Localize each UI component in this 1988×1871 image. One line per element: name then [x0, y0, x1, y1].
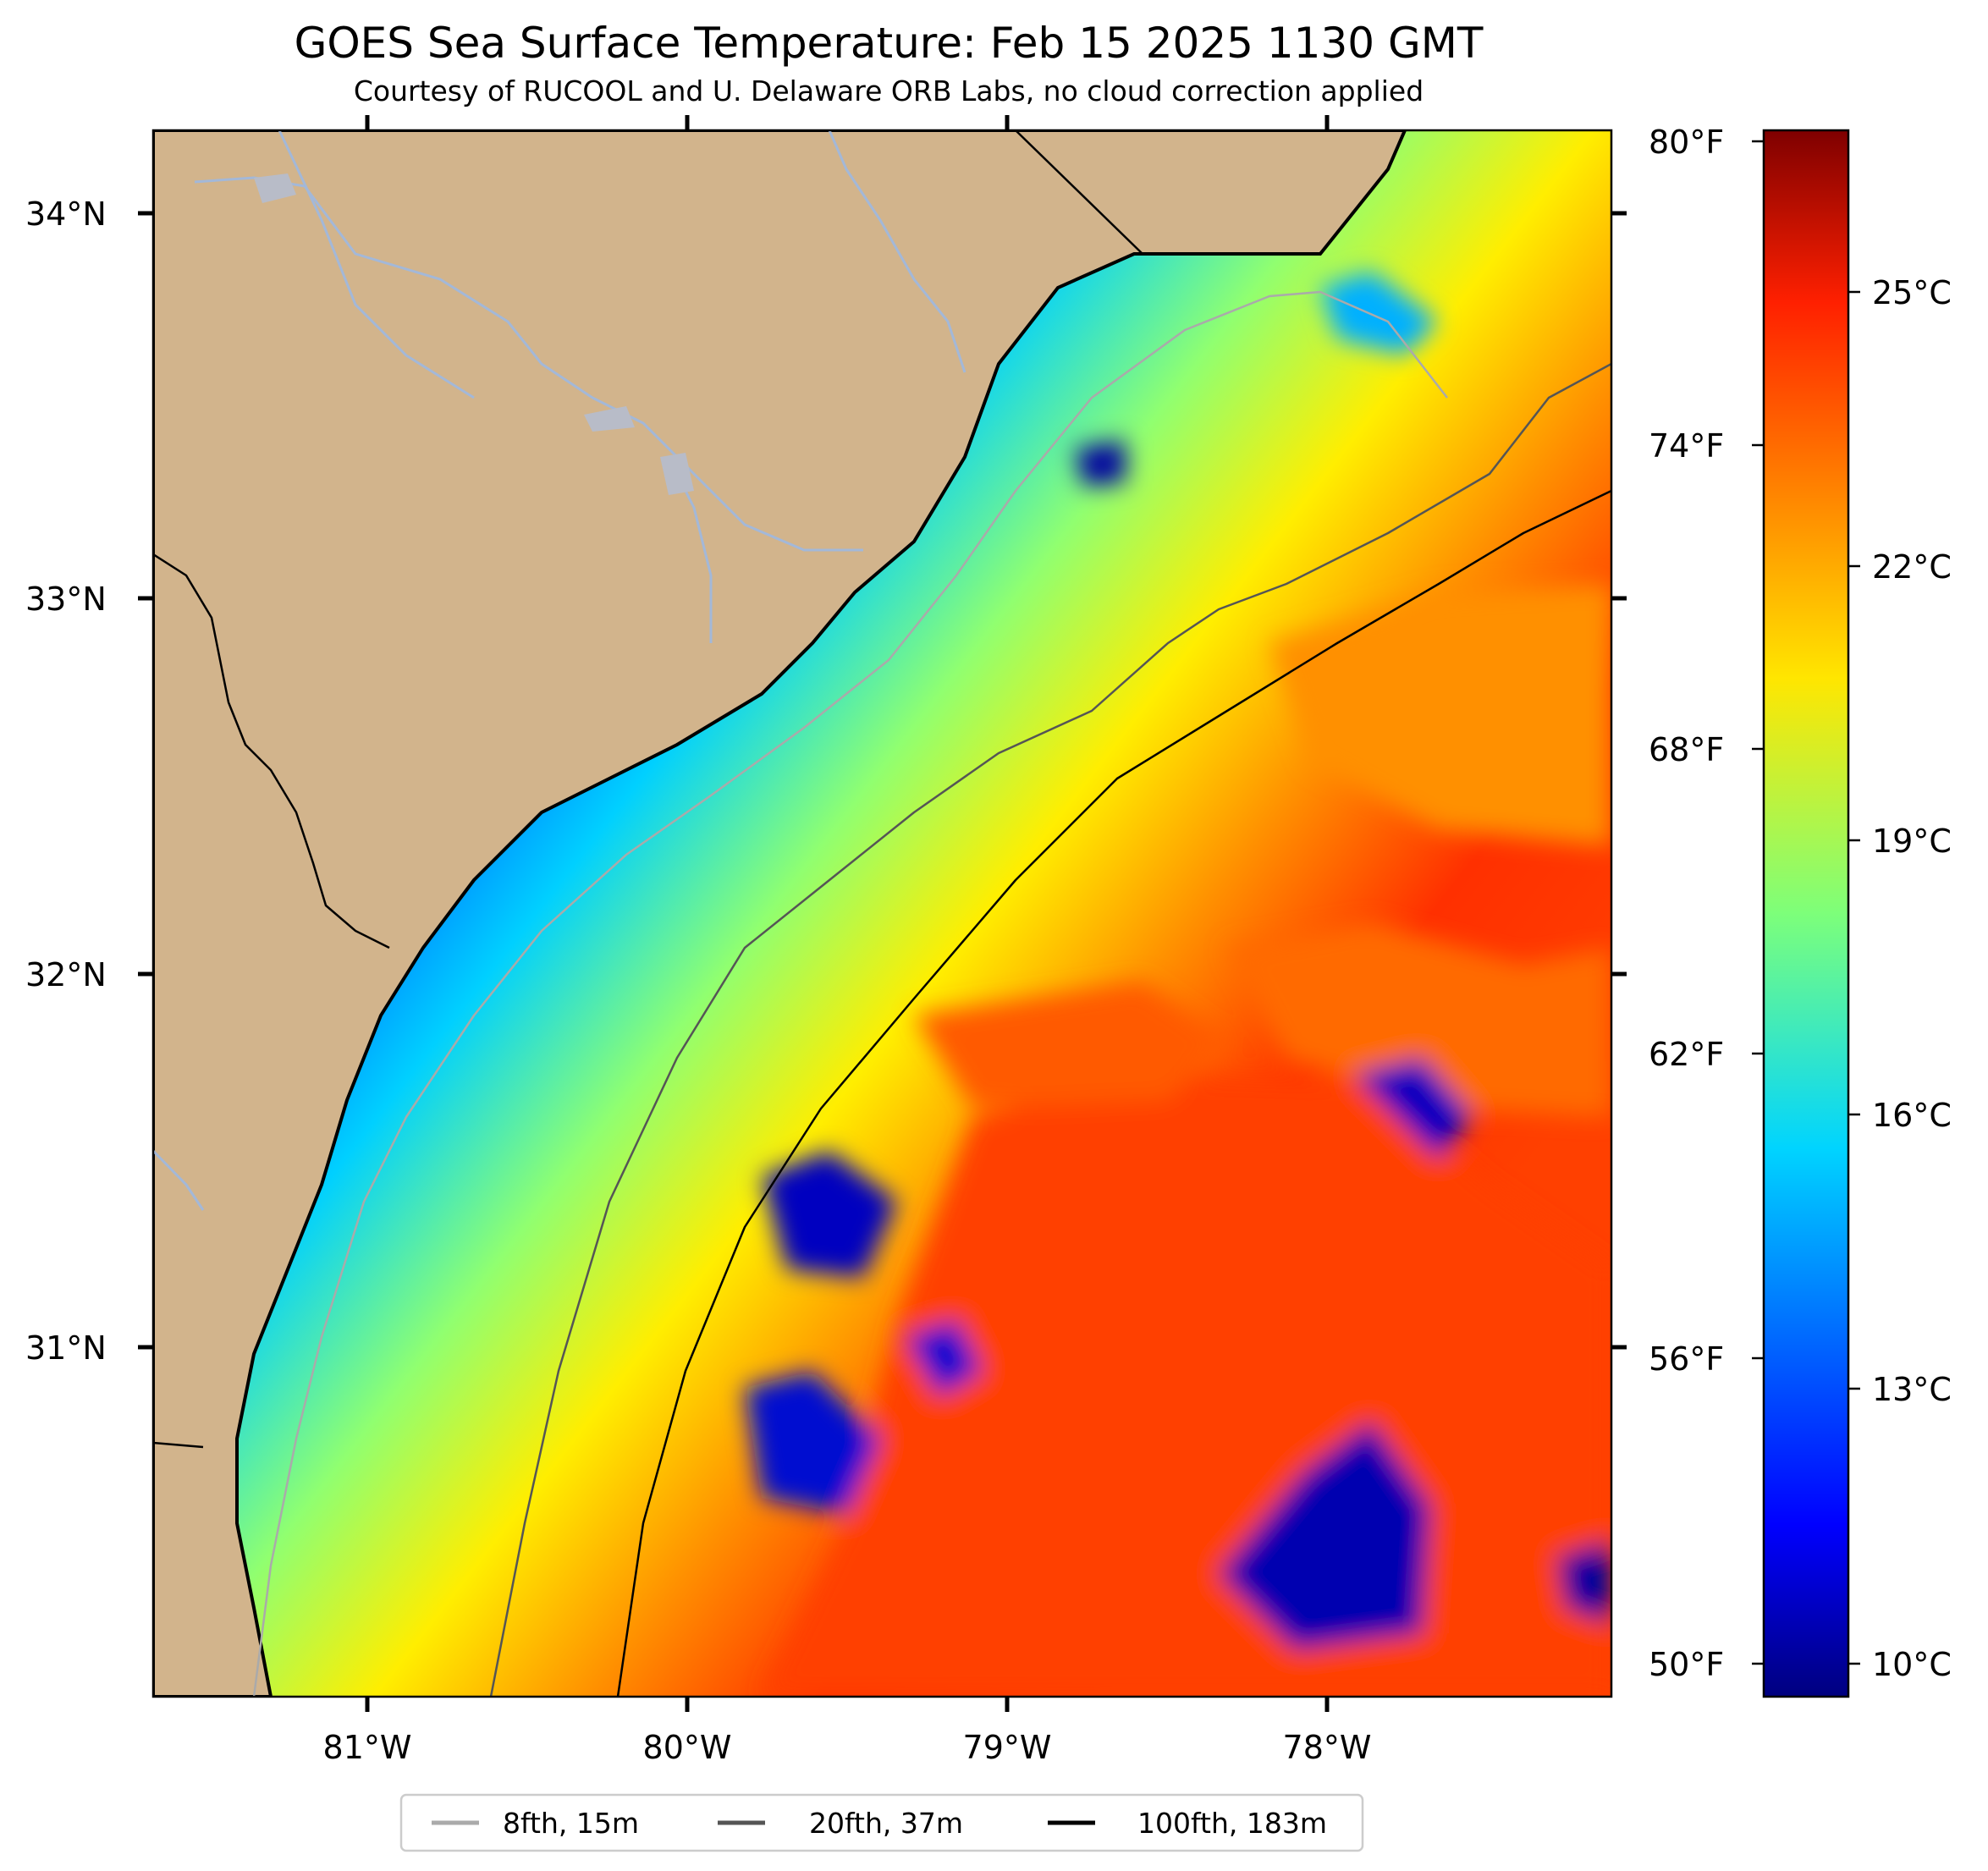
- colorbar-f-label: 74°F: [1649, 427, 1724, 465]
- colorbar-c-label: 22°C: [1872, 548, 1952, 586]
- colorbar-f-label: 56°F: [1649, 1340, 1724, 1378]
- land-mass: [153, 130, 1407, 1697]
- legend-box: [399, 1793, 1364, 1852]
- lon-label-81: 81°W: [323, 1729, 412, 1766]
- lon-label-79: 79°W: [963, 1729, 1052, 1766]
- lat-label-32: 32°N: [25, 956, 107, 993]
- contour-100fth: [616, 489, 1611, 1697]
- colorbar-f-label: 62°F: [1649, 1036, 1724, 1073]
- legend-label-20fth: 20fth, 37m: [809, 1807, 963, 1840]
- legend-label-8fth: 8fth, 15m: [503, 1807, 639, 1840]
- colorbar-c-label: 25°C: [1872, 274, 1952, 311]
- legend-label-100fth: 100fth, 183m: [1137, 1807, 1327, 1840]
- latitude-labels: 34°N 33°N 32°N 31°N: [25, 195, 107, 1367]
- colorbar-c-label: 13°C: [1872, 1371, 1952, 1408]
- lon-label-78: 78°W: [1283, 1729, 1372, 1766]
- state-borders: [153, 130, 1143, 1449]
- colorbar-f-label: 50°F: [1649, 1646, 1724, 1683]
- bathymetry-contours: [252, 290, 1611, 1697]
- contour-20fth: [489, 362, 1611, 1697]
- map-frame: [151, 129, 1613, 1698]
- colorbar-gradient: [1762, 129, 1850, 1698]
- lat-label-33: 33°N: [25, 581, 107, 618]
- longitude-labels: 81°W 80°W 79°W 78°W: [323, 1729, 1372, 1766]
- contour-8fth: [252, 290, 1448, 1697]
- colorbar-f-label: 68°F: [1649, 731, 1724, 768]
- colorbar-f-label: 80°F: [1649, 124, 1724, 161]
- contour-legend: 8fth, 15m 20fth, 37m 100fth, 183m: [399, 1793, 1364, 1852]
- colorbar-c-label: 10°C: [1872, 1646, 1952, 1683]
- colorbar: 80°F 74°F 68°F 62°F 56°F 50°F 25°C 22°C …: [1649, 124, 1952, 1698]
- map-subtitle: Courtesy of RUCOOL and U. Delaware ORB L…: [353, 74, 1424, 107]
- lat-label-31: 31°N: [25, 1329, 107, 1367]
- reservoirs: [254, 173, 694, 495]
- lat-label-34: 34°N: [25, 195, 107, 233]
- map-ticks: [138, 115, 1627, 1712]
- map-title: GOES Sea Surface Temperature: Feb 15 202…: [294, 19, 1484, 68]
- colorbar-c-label: 16°C: [1872, 1097, 1952, 1134]
- lon-label-80: 80°W: [643, 1729, 732, 1766]
- temperature-features: [745, 271, 1611, 1697]
- sst-map[interactable]: [153, 130, 1611, 1697]
- colorbar-c-label: 19°C: [1872, 823, 1952, 860]
